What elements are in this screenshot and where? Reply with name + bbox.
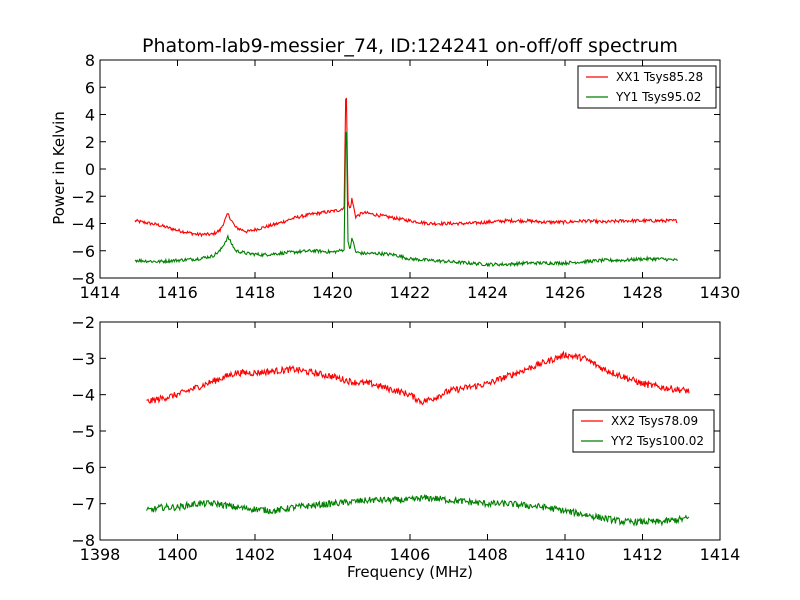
x-tick-label: 1412 [622, 545, 663, 564]
bottom-plot: 1398 1400 1402 1404 1406 1408 1410 1412 1414 −2 −3… [71, 313, 740, 564]
x-tick-label: 1406 [390, 545, 431, 564]
x-tick-label: 1424 [467, 283, 508, 302]
legend-label: XX1 Tsys85.28 [616, 70, 703, 84]
y-tick-label: 0 [85, 160, 95, 179]
series-line-yy [134, 131, 678, 268]
x-tick-label: 1428 [622, 283, 663, 302]
legend-box [572, 409, 715, 453]
y-tick-label: −8 [71, 531, 95, 550]
series-group [134, 97, 678, 268]
legend-label: XX2 Tsys78.09 [611, 414, 698, 428]
x-axis-label: Frequency (MHz) [347, 563, 473, 581]
x-tick-label: 1410 [545, 545, 586, 564]
series-group [146, 350, 690, 527]
x-tick-label: 1404 [312, 545, 353, 564]
series-line-xx [134, 97, 678, 238]
y-tick-label: −6 [71, 458, 95, 477]
y-axis-label: Power in Kelvin [50, 111, 68, 225]
y-tick-label: −7 [71, 495, 95, 514]
x-tick-label: 1418 [235, 283, 276, 302]
y-tick-label: −2 [71, 187, 95, 206]
x-tick-label: 1414 [700, 545, 741, 564]
y-tick-label: −3 [71, 349, 95, 368]
series-line-xx [146, 350, 690, 406]
legend-label: YY2 Tsys100.02 [610, 434, 704, 448]
y-tick-label: −5 [71, 422, 95, 441]
x-tick-label: 1420 [312, 283, 353, 302]
x-tick-label: 1414 [80, 283, 121, 302]
chart-title: Phatom-lab9-messier_74, ID:124241 on-off… [142, 35, 678, 57]
top-plot: 1414 1416 1418 1420 1422 1424 1426 1428 1430 8 6 4 2… [71, 51, 740, 302]
legend-box [577, 65, 717, 109]
legend: XX1 Tsys85.28 YY1 Tsys95.02 [577, 65, 717, 109]
y-tick-label: 6 [85, 78, 95, 97]
x-tick-label: 1422 [390, 283, 431, 302]
x-tick-label: 1426 [545, 283, 586, 302]
x-tick-label: 1398 [80, 545, 121, 564]
legend-label: YY1 Tsys95.02 [615, 90, 701, 104]
y-tick-label: −2 [71, 313, 95, 332]
y-tick-label: 2 [85, 133, 95, 152]
series-line-yy [146, 493, 690, 527]
x-tick-label: 1402 [235, 545, 276, 564]
y-tick-label: −4 [71, 215, 95, 234]
y-tick-label: −6 [71, 242, 95, 261]
x-tick-label: 1400 [157, 545, 198, 564]
x-tick-label: 1416 [157, 283, 198, 302]
legend: XX2 Tsys78.09 YY2 Tsys100.02 [572, 409, 715, 453]
y-tick-label: −4 [71, 386, 95, 405]
y-tick-label: 4 [85, 106, 95, 125]
y-tick-label: 8 [85, 51, 95, 70]
y-tick-label: −8 [71, 269, 95, 288]
x-tick-label: 1408 [467, 545, 508, 564]
x-tick-label: 1430 [700, 283, 741, 302]
